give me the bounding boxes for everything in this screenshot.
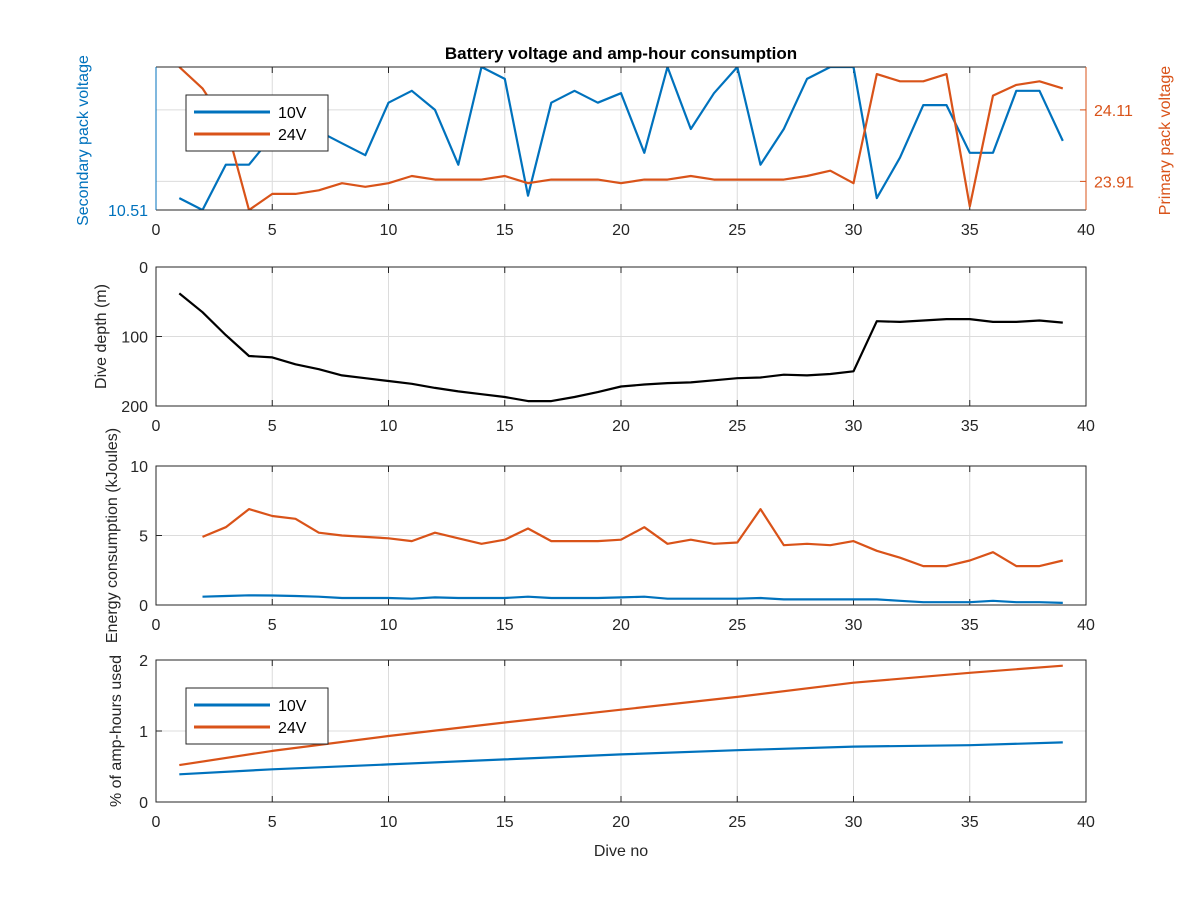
series-line-10v [179, 741, 1063, 776]
x-tick-label: 0 [152, 222, 161, 239]
legend-label-10v: 10V [278, 105, 307, 122]
x-tick-label: 25 [728, 814, 746, 831]
x-tick-label: 5 [268, 617, 277, 634]
x-tick-label: 35 [961, 617, 979, 634]
x-tick-label: 25 [728, 222, 746, 239]
y-axis-label: Energy consumption (kJoules) [104, 428, 121, 643]
x-tick-label: 40 [1077, 222, 1095, 239]
y-axis-label-right: Primary pack voltage [1157, 66, 1174, 215]
y-right-tick-label: 23.91 [1094, 174, 1134, 191]
legend-box [185, 94, 329, 152]
x-tick-label: 15 [496, 617, 514, 634]
y-tick-label: 2 [139, 653, 148, 670]
y-tick-label: 200 [121, 399, 148, 416]
x-tick-label: 40 [1077, 617, 1095, 634]
axes-frame [155, 465, 1087, 606]
x-tick-label: 20 [612, 617, 630, 634]
x-tick-label: 30 [845, 814, 863, 831]
x-tick-label: 5 [268, 418, 277, 435]
x-tick-label: 10 [380, 814, 398, 831]
y-right-tick-label: 24.11 [1094, 103, 1133, 120]
legend-label-24v: 24V [278, 720, 307, 737]
x-tick-label: 40 [1077, 814, 1095, 831]
y-tick-label: 100 [121, 330, 148, 347]
y-axis-label: Dive depth (m) [93, 284, 110, 389]
x-tick-label: 5 [268, 222, 277, 239]
x-tick-label: 30 [845, 222, 863, 239]
x-tick-label: 10 [380, 418, 398, 435]
y-axis-label-left: Secondary pack voltage [75, 55, 92, 226]
x-tick-label: 20 [612, 222, 630, 239]
legend-label-10v: 10V [278, 698, 307, 715]
x-tick-label: 35 [961, 222, 979, 239]
x-tick-label: 20 [612, 814, 630, 831]
x-tick-label: 15 [496, 418, 514, 435]
y-tick-label: 1 [139, 724, 148, 741]
x-tick-label: 30 [845, 617, 863, 634]
x-tick-label: 10 [380, 617, 398, 634]
y-tick-label: 10.51 [108, 203, 148, 220]
x-tick-label: 20 [612, 418, 630, 435]
legend-box [185, 687, 329, 745]
axes-frame [155, 659, 1087, 803]
x-axis-label: Dive no [594, 843, 648, 860]
x-tick-label: 0 [152, 814, 161, 831]
y-tick-label: 0 [139, 795, 148, 812]
x-tick-label: 5 [268, 814, 277, 831]
axes-frame [155, 266, 1087, 407]
series-line-10v [202, 594, 1063, 604]
chart-title: Battery voltage and amp-hour consumption [445, 44, 797, 63]
x-tick-label: 15 [496, 814, 514, 831]
legend-label-24v: 24V [278, 127, 307, 144]
x-tick-label: 35 [961, 418, 979, 435]
x-tick-label: 25 [728, 617, 746, 634]
y-axis-label: % of amp-hours used [108, 655, 125, 807]
series-line-24v [178, 67, 1064, 210]
x-tick-label: 0 [152, 418, 161, 435]
x-tick-label: 35 [961, 814, 979, 831]
series-line-24v [179, 664, 1063, 767]
x-tick-label: 40 [1077, 418, 1095, 435]
x-tick-label: 25 [728, 418, 746, 435]
y-tick-label: 0 [139, 260, 148, 277]
x-tick-label: 15 [496, 222, 514, 239]
x-tick-label: 10 [380, 222, 398, 239]
y-tick-label: 0 [139, 598, 148, 615]
y-tick-label: 5 [139, 529, 148, 546]
series-line-24v [202, 508, 1064, 568]
x-tick-label: 30 [845, 418, 863, 435]
series-line-depth [178, 292, 1063, 403]
x-tick-label: 0 [152, 617, 161, 634]
y-tick-label: 10 [130, 459, 148, 476]
